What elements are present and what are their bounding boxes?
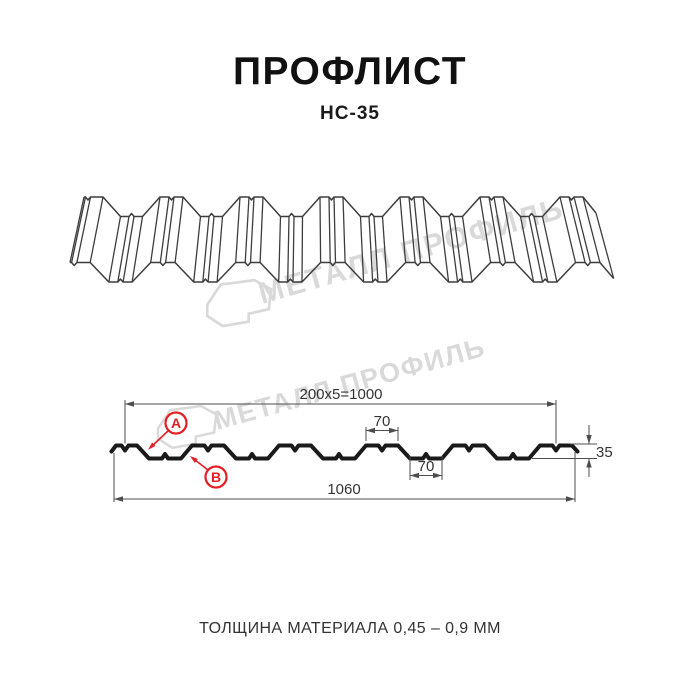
callout-a-circle (164, 411, 188, 435)
dim-crest-width-label: 70 (374, 413, 391, 430)
dim-trough-width-label: 70 (418, 458, 435, 475)
dim-overall-width-label: 1060 (327, 481, 360, 498)
page-title: ПРОФЛИСТ (232, 50, 468, 93)
callout-b-letter: B (211, 469, 221, 485)
cross-section-path (109, 443, 580, 461)
dim-working-width-label: 200x5=1000 (300, 386, 383, 403)
metall-profil-logo-icon (205, 278, 273, 328)
cross-section-profile (109, 443, 580, 461)
profile-3d-view (69, 196, 615, 283)
callout-a-letter: A (171, 415, 181, 431)
callout-b-circle (204, 465, 228, 489)
sheet-back-edge (84, 196, 597, 218)
thickness-note: ТОЛЩИНА МАТЕРИАЛА 0,45 – 0,9 ММ (199, 620, 501, 637)
watermark-text: МЕТАЛЛ ПРОФИЛЬ (211, 332, 489, 436)
callout-b: B (190, 456, 228, 489)
dimension-annotations: 200x5=1000 70 70 35 1060 (113, 386, 613, 502)
metall-profil-logo-icon (156, 404, 218, 450)
callout-a: A (148, 411, 188, 450)
sheet-fold-lines (69, 196, 615, 283)
sheet-front-edge (70, 261, 615, 283)
product-code: НС-35 (320, 103, 380, 124)
dim-height-label: 35 (596, 444, 613, 461)
